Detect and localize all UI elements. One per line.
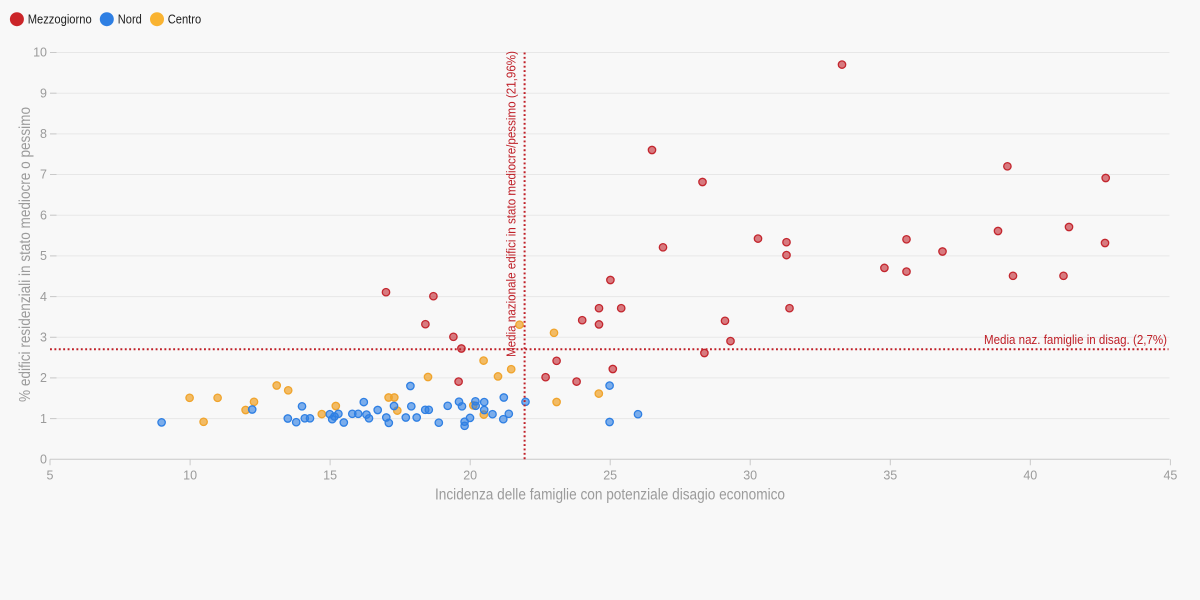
svg-text:20: 20 [463,469,477,483]
svg-text:Media naz. famiglie in disag.: Media naz. famiglie in disag. (2,7%) [984,333,1167,347]
svg-text:% edifici residenziali in stat: % edifici residenziali in stato mediocre… [17,107,34,402]
svg-text:Centro: Centro [168,13,202,27]
svg-text:35: 35 [883,469,897,483]
svg-text:15: 15 [323,469,337,483]
svg-text:10: 10 [33,46,47,60]
svg-text:Nord: Nord [118,13,142,27]
svg-text:Mezzogiorno: Mezzogiorno [28,13,92,27]
svg-text:5: 5 [47,469,54,483]
svg-text:1: 1 [40,412,47,426]
svg-text:30: 30 [743,469,757,483]
svg-text:25: 25 [603,469,617,483]
svg-text:6: 6 [40,208,47,222]
svg-text:8: 8 [40,127,47,141]
svg-text:9: 9 [40,86,47,100]
svg-text:40: 40 [1023,469,1037,483]
svg-text:45: 45 [1163,469,1177,483]
svg-text:0: 0 [40,453,47,467]
svg-text:3: 3 [40,331,47,345]
svg-text:Incidenza delle famiglie con p: Incidenza delle famiglie con potenziale … [435,487,785,504]
svg-text:7: 7 [40,168,47,182]
svg-text:Media nazionale edifici in sta: Media nazionale edifici in stato mediocr… [505,51,519,357]
svg-text:10: 10 [183,469,197,483]
svg-text:4: 4 [40,290,47,304]
svg-text:2: 2 [40,371,47,385]
svg-text:5: 5 [40,249,47,263]
